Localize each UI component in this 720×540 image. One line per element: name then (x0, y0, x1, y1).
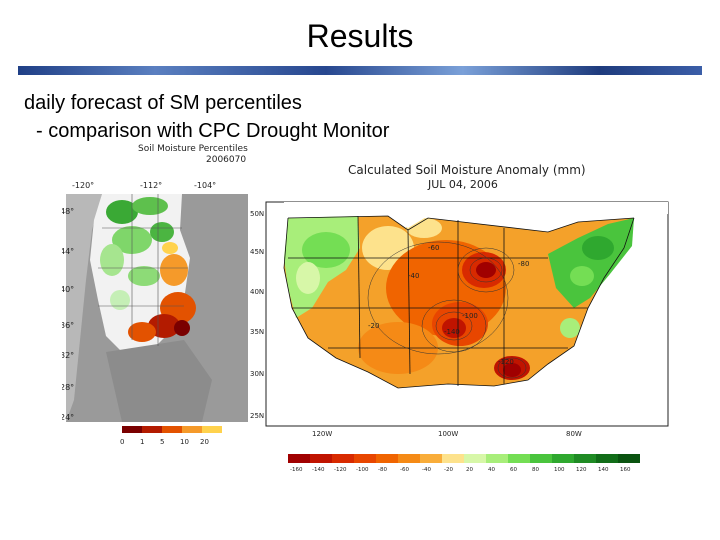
right-legend-swatch (596, 454, 618, 463)
left-lat-label: 28° (62, 383, 74, 392)
right-legend-swatch (310, 454, 332, 463)
right-legend-swatch (398, 454, 420, 463)
left-legend-label: 1 (140, 438, 144, 446)
right-legend-swatch (354, 454, 376, 463)
right-lon-label: 80W (566, 430, 582, 438)
left-soil-moisture-percentile-map: Soil Moisture Percentiles 2006070 -120° … (62, 144, 250, 446)
left-lon-label: -120° (72, 181, 94, 190)
left-lon-label: -112° (140, 181, 162, 190)
left-legend-swatch (182, 426, 202, 433)
state-borders (98, 194, 188, 346)
left-legend-label: 5 (160, 438, 164, 446)
title-divider-bar (18, 66, 702, 75)
right-legend-label: -60 (400, 467, 409, 472)
left-lon-label: -104° (194, 181, 216, 190)
right-legend-swatch (442, 454, 464, 463)
left-lat-label: 44° (62, 247, 74, 256)
right-legend-label: 100 (554, 467, 565, 472)
left-map-legend: 0 1 5 10 20 (120, 426, 222, 446)
right-legend-swatch (574, 454, 596, 463)
right-legend-swatch (552, 454, 574, 463)
right-legend-swatch (376, 454, 398, 463)
right-lat-label: 25N (250, 412, 264, 420)
right-map-title-line1: Calculated Soil Moisture Anomaly (mm) (348, 163, 586, 177)
right-soil-moisture-anomaly-map: Calculated Soil Moisture Anomaly (mm) JU… (248, 158, 672, 472)
right-lat-label: 45N (250, 248, 264, 256)
right-legend-label: 120 (576, 467, 587, 472)
right-legend-label: -80 (378, 467, 387, 472)
contour-label: -60 (428, 244, 439, 252)
right-legend-label: 20 (466, 467, 473, 472)
right-legend-swatch (332, 454, 354, 463)
right-legend-label: -20 (444, 467, 453, 472)
right-legend-swatch (464, 454, 486, 463)
right-legend-swatch (618, 454, 640, 463)
contour-label: -40 (408, 272, 419, 280)
left-map-title-line1: Soil Moisture Percentiles (138, 144, 248, 154)
right-legend-swatch (530, 454, 552, 463)
contour-label: -80 (518, 260, 529, 268)
right-legend-swatch (486, 454, 508, 463)
contour-label-group: -60 -40 -80 -100 -120 -140 -20 (368, 244, 529, 366)
pacific-ocean-area (66, 194, 102, 422)
right-legend-label: 60 (510, 467, 517, 472)
contour-label: -120 (498, 358, 514, 366)
right-legend-label: 40 (488, 467, 495, 472)
contour-label: -100 (462, 312, 478, 320)
left-legend-swatch (162, 426, 182, 433)
right-map-legend: -160 -140 -120 -100 -80 -60 -40 -20 20 40 60 80 100 1… (288, 454, 640, 472)
left-legend-label: 20 (200, 438, 209, 446)
left-map-title-line2: 2006070 (206, 155, 246, 165)
map-coastlines (283, 215, 635, 389)
right-lat-label: 50N (250, 210, 264, 218)
left-lat-label: 36° (62, 321, 74, 330)
left-legend-swatch (202, 426, 222, 433)
right-legend-label: -40 (422, 467, 431, 472)
right-legend-label: 80 (532, 467, 539, 472)
anomaly-fill-areas (284, 202, 668, 388)
dry-percentile-patches (128, 242, 196, 342)
left-lat-label: 32° (62, 351, 74, 360)
left-lat-label: 24° (62, 413, 74, 422)
bullet-comparison: - comparison with CPC Drought Monitor (36, 120, 390, 142)
right-legend-label: -140 (312, 467, 325, 472)
left-legend-swatch (142, 426, 162, 433)
right-map-title-line2: JUL 04, 2006 (427, 178, 498, 191)
left-lat-label: 48° (62, 207, 74, 216)
right-lon-label: 100W (438, 430, 458, 438)
right-legend-label: -100 (356, 467, 369, 472)
right-legend-swatch (508, 454, 530, 463)
right-legend-label: -160 (290, 467, 303, 472)
green-moisture-patches (100, 197, 174, 310)
slide-title: Results (306, 18, 414, 54)
contour-label: -140 (444, 328, 460, 336)
right-legend-label: 140 (598, 467, 609, 472)
right-legend-label: -120 (334, 467, 347, 472)
bullet-daily-forecast: daily forecast of SM percentiles (24, 92, 302, 114)
left-lat-label: 40° (62, 285, 74, 294)
left-legend-swatch (122, 426, 142, 433)
left-legend-label: 10 (180, 438, 189, 446)
right-lat-label: 35N (250, 328, 264, 336)
mexico-area (106, 340, 212, 422)
right-legend-swatch (288, 454, 310, 463)
right-legend-label: 160 (620, 467, 631, 472)
right-lat-label: 40N (250, 288, 264, 296)
right-legend-swatch (420, 454, 442, 463)
left-legend-label: 0 (120, 438, 124, 446)
right-lon-label: 120W (312, 430, 332, 438)
contour-label: -20 (368, 322, 379, 330)
right-lat-label: 30N (250, 370, 264, 378)
anomaly-contours (367, 241, 527, 379)
